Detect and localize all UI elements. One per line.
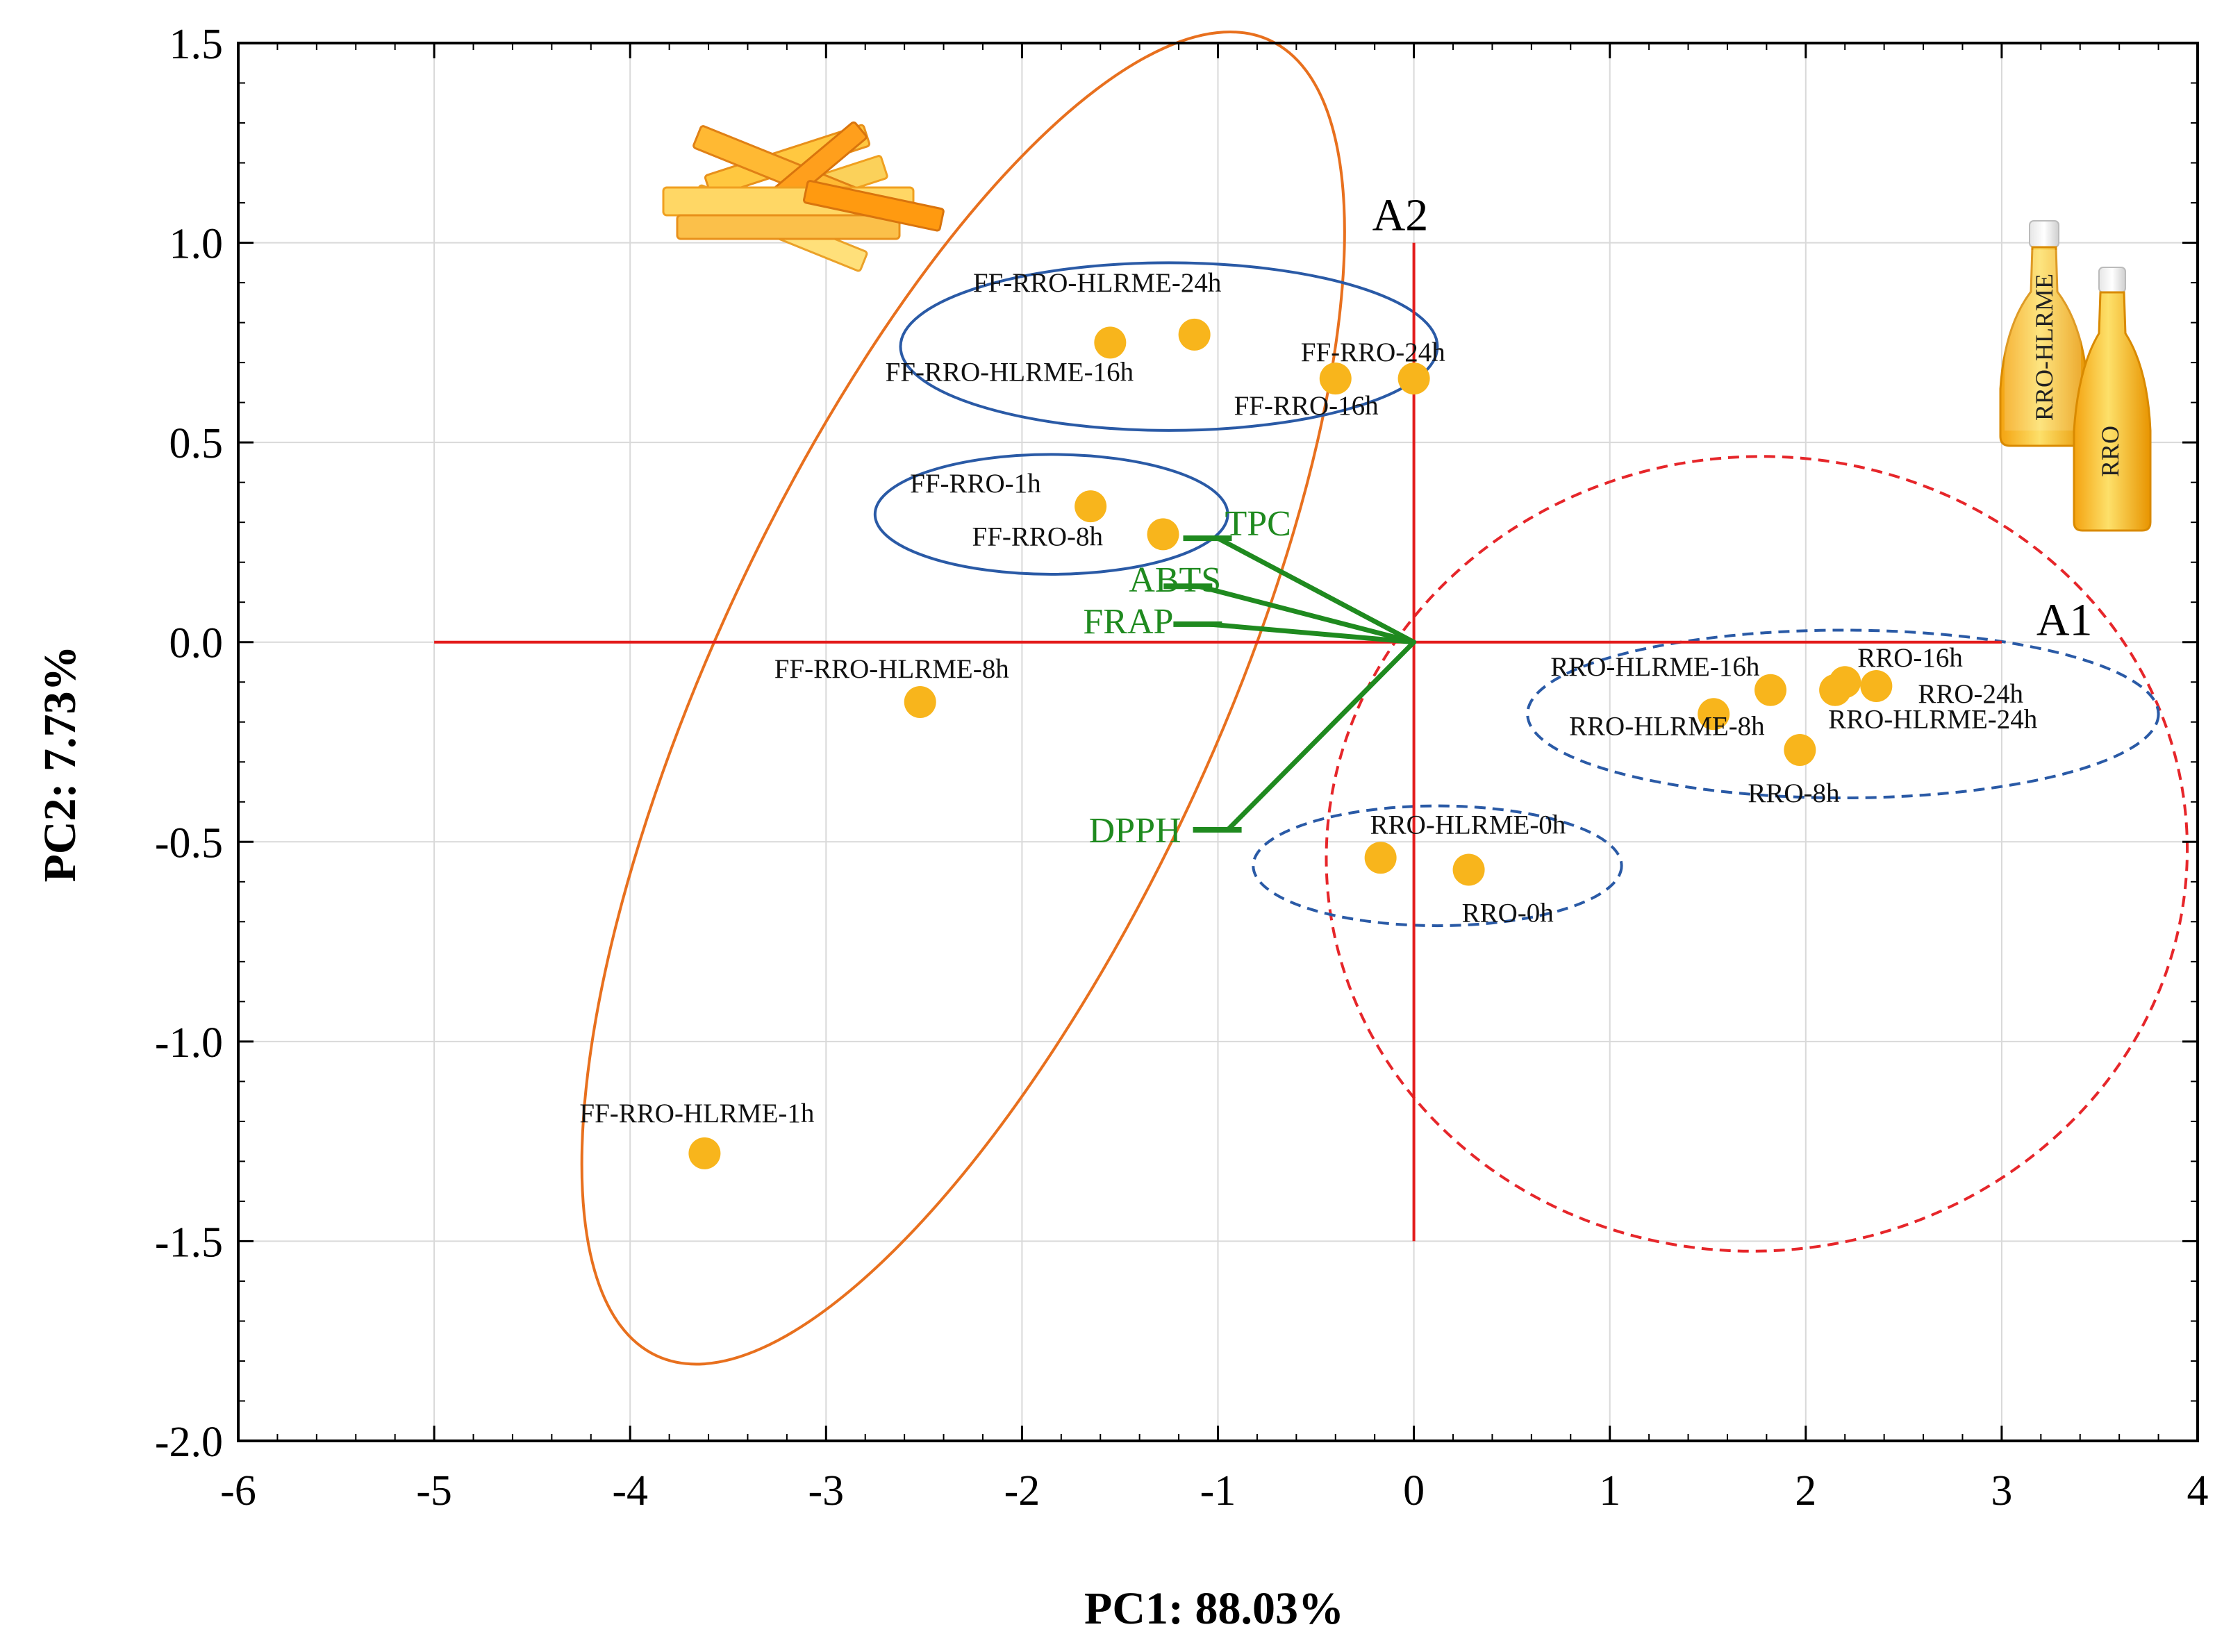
sample-point-label: FF-RRO-1h (910, 469, 1041, 499)
sample-point-label: FF-RRO-16h (1234, 391, 1379, 421)
y-tick-label: -2.0 (155, 1419, 223, 1466)
y-axis-title: PC2: 7.73% (35, 646, 85, 883)
x-tick-label: 0 (1403, 1467, 1425, 1515)
y-tick-label: -1.0 (155, 1019, 223, 1067)
x-tick-label: -2 (1004, 1467, 1040, 1515)
sample-point-label: FF-RRO-24h (1301, 337, 1445, 367)
x-tick-label: 4 (2187, 1467, 2209, 1515)
x-tick-label: 1 (1599, 1467, 1620, 1515)
sample-point-label: RRO-HLRME-16h (1550, 652, 1759, 682)
sample-point-label: FF-RRO-HLRME-24h (973, 268, 1222, 298)
sample-point (1147, 518, 1179, 551)
sample-point-label: RRO-16h (1857, 643, 1963, 673)
sample-point (688, 1137, 721, 1169)
sample-point-label: RRO-HLRME-8h (1569, 712, 1765, 742)
x-tick-label: 2 (1795, 1467, 1816, 1515)
loading-vector (1205, 621, 1417, 645)
bottle-right-label: RRO (2096, 426, 2124, 477)
sample-point-label: FF-RRO-HLRME-1h (579, 1099, 814, 1128)
x-tick-label: -3 (808, 1467, 844, 1515)
y-tick-label: 1.0 (169, 221, 224, 268)
loading-label: ABTS (1129, 560, 1221, 600)
loading-label: DPPH (1089, 811, 1181, 851)
y-tick-label: 0.5 (169, 420, 224, 467)
sample-point (1860, 669, 1893, 702)
x-tick-label: -5 (416, 1467, 452, 1515)
x-tick-label: -1 (1200, 1467, 1236, 1515)
sample-point-label: FF-RRO-HLRME-16h (886, 357, 1134, 387)
sample-point (1178, 318, 1211, 351)
y-tick-label: -1.5 (155, 1219, 223, 1266)
x-tick-label: -6 (220, 1467, 256, 1515)
sample-point (1319, 362, 1352, 395)
sample-point-label: FF-RRO-8h (972, 522, 1104, 551)
y-tick-label: -0.5 (155, 819, 223, 867)
group-ellipses (580, 31, 2189, 1366)
sample-point (1784, 734, 1816, 767)
loading-vector (1195, 583, 1417, 645)
sample-point-label: RRO-0h (1462, 899, 1554, 928)
sample-point (1819, 674, 1852, 706)
reference-axis-label: A1 (2036, 595, 2093, 646)
sample-point (1094, 326, 1127, 359)
sample-point (904, 685, 936, 718)
x-tick-label: 3 (1991, 1467, 2012, 1515)
loading-vector (1225, 640, 1417, 833)
loading-vector (1216, 535, 1417, 645)
sample-point (1364, 842, 1397, 874)
x-axis-title: PC1: 88.03% (1084, 1583, 1344, 1634)
group-ellipse (1526, 628, 2160, 800)
group-ellipse (873, 453, 1229, 576)
oil-bottle-rro: RRO (2073, 267, 2152, 532)
reference-axes: A1 A2 (434, 190, 2093, 1242)
sample-point (1075, 490, 1107, 523)
sample-points: FF-RRO-HLRME-24h FF-RRO-HLRME-16h FF-RRO-2… (579, 268, 2037, 1169)
sample-point (1452, 853, 1485, 886)
sample-point (1397, 362, 1430, 395)
sample-point-label: RRO-8h (1748, 778, 1839, 808)
group-ellipse (1325, 455, 2189, 1253)
group-ellipse (580, 31, 1346, 1366)
group-ellipse (1252, 804, 1623, 928)
sample-point (1754, 674, 1787, 706)
sample-point-label: RRO-HLRME-0h (1370, 810, 1566, 840)
oil-bottle-rro-hlrme: RRO-HLRME (1999, 220, 2089, 447)
sample-point-label: RRO-HLRME-24h (1828, 705, 2037, 735)
reference-axis-label: A2 (1372, 190, 1429, 241)
french-fries-illustration (662, 121, 945, 272)
sample-point (1698, 698, 1730, 731)
bottle-left-label: RRO-HLRME (2030, 274, 2058, 421)
y-tick-label: 0.0 (169, 620, 224, 667)
y-tick-label: 1.5 (169, 21, 224, 68)
x-tick-label: -4 (612, 1467, 648, 1515)
sample-point-label: RRO-24h (1918, 679, 2023, 709)
loading-label: TPC (1225, 504, 1291, 544)
sample-point-label: FF-RRO-HLRME-8h (774, 654, 1009, 684)
group-ellipse (899, 261, 1439, 432)
loading-label: FRAP (1083, 602, 1173, 642)
axis-ticks: -6 -5 -4 -3 -2 -1 0 1 2 3 4 1.5 1.0 0.5 0.0 -0.5 -1.0 -1.… (155, 21, 2209, 1515)
